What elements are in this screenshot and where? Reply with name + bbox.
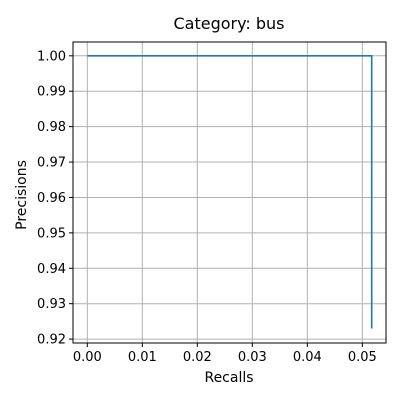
x-tick-label: 0.05 <box>348 350 377 365</box>
chart-title: Category: bus <box>173 14 284 33</box>
y-tick-label: 1.00 <box>37 49 66 64</box>
x-tick-label: 0.01 <box>128 350 157 365</box>
x-tick-label: 0.02 <box>183 350 212 365</box>
y-tick-label: 0.94 <box>37 262 66 277</box>
axes-frame <box>72 41 387 344</box>
tick-layer: 0.00 0.01 0.02 0.03 0.04 0.05 0.92 0.93 0.94 0.95… <box>37 49 377 365</box>
x-axis-label: Recalls <box>204 370 253 386</box>
pr-curve-line <box>87 55 373 329</box>
y-tick-label: 0.98 <box>37 120 66 135</box>
y-tick-label: 0.97 <box>37 156 66 171</box>
y-tick-label: 0.93 <box>37 297 66 312</box>
series-layer <box>87 55 373 329</box>
x-tick-label: 0.00 <box>73 350 102 365</box>
y-tick-label: 0.92 <box>37 333 66 348</box>
y-tick-label: 0.99 <box>37 85 66 100</box>
y-tick-label: 0.96 <box>37 191 66 206</box>
x-tick-label: 0.04 <box>293 350 322 365</box>
y-tick-label: 0.95 <box>37 226 66 241</box>
y-axis-label: Precisions <box>14 160 30 230</box>
x-tick-label: 0.03 <box>238 350 267 365</box>
